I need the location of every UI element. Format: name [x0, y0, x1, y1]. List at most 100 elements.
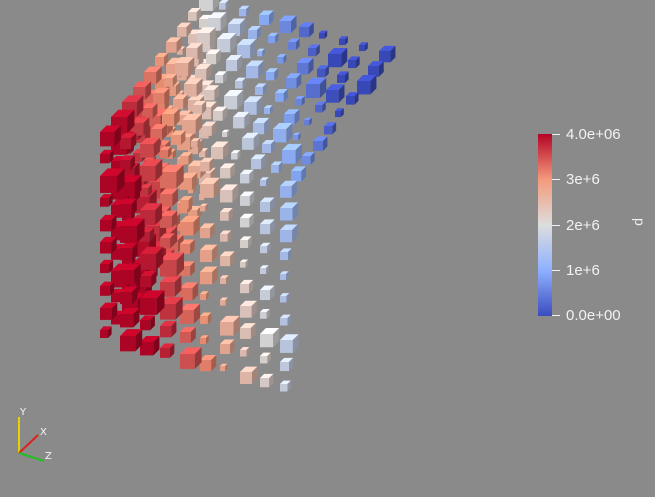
glyph-cube	[379, 45, 396, 63]
glyph-cube	[220, 184, 239, 203]
glyph-cube	[282, 143, 302, 164]
glyph-cube	[260, 308, 270, 319]
glyph-cube	[304, 117, 312, 126]
colorbar-tick-mark	[552, 270, 560, 271]
glyph-cube	[308, 44, 320, 57]
colorbar-tick-label: 0.0e+00	[566, 307, 621, 324]
glyph-cube	[280, 271, 289, 281]
glyph-cube	[240, 169, 254, 184]
glyph-cube	[262, 139, 276, 154]
glyph-cube	[248, 25, 262, 39]
axis-y-label: Y	[20, 407, 27, 418]
glyph-cube	[140, 137, 160, 158]
glyph-cube	[237, 39, 257, 59]
glyph-cube	[100, 214, 117, 232]
glyph-cube	[240, 236, 252, 249]
glyph-cube	[348, 56, 360, 69]
glyph-cube	[251, 154, 266, 170]
glyph-cube	[260, 177, 269, 187]
glyph-cube	[286, 73, 302, 89]
glyph-cube	[335, 108, 344, 118]
glyph-cube	[180, 239, 195, 255]
glyph-cube	[200, 291, 209, 301]
glyph-cube	[155, 52, 169, 67]
glyph-cube	[257, 48, 265, 57]
glyph-cube	[193, 100, 207, 115]
glyph-cube	[346, 92, 359, 105]
glyph-cube	[120, 155, 135, 171]
glyph-cube	[313, 136, 328, 151]
glyph-cube	[204, 85, 220, 101]
glyph-cube	[260, 352, 271, 364]
glyph-cube	[162, 108, 180, 127]
glyph-cube	[246, 60, 264, 79]
glyph-cube	[100, 125, 121, 147]
glyph-cube	[280, 202, 299, 221]
glyph-cube	[133, 81, 152, 100]
glyph-cube	[226, 54, 243, 72]
colorbar-tick-label: 2e+6	[566, 217, 600, 234]
glyph-cube	[120, 307, 140, 328]
glyph-cube	[259, 10, 274, 26]
glyph-cube	[140, 184, 152, 197]
glyph-cube	[100, 281, 115, 296]
glyph-cube	[195, 63, 212, 81]
glyph-cube	[302, 152, 315, 165]
glyph-cube	[255, 83, 267, 95]
colorbar-tick-label: 3e+6	[566, 171, 600, 188]
glyph-cube	[171, 130, 186, 145]
glyph-cube	[239, 5, 250, 17]
glyph-cube	[368, 61, 384, 77]
glyph-cube	[166, 37, 182, 53]
glyph-cube	[220, 230, 232, 242]
glyph-cube	[275, 89, 288, 102]
glyph-cube	[260, 285, 275, 301]
glyph-cube	[175, 57, 195, 77]
glyph-cube	[306, 77, 327, 98]
colorbar-tick-mark	[552, 315, 560, 316]
glyph-cube	[200, 244, 218, 263]
glyph-cube	[280, 314, 291, 326]
glyph-cube	[211, 141, 229, 160]
glyph-cube	[200, 312, 212, 324]
colorbar-tick-mark	[552, 179, 560, 180]
glyph-cube	[160, 296, 183, 320]
colorbar-tick-label: 1e+6	[566, 262, 600, 279]
glyph-cube	[235, 77, 246, 89]
glyph-cube	[277, 54, 287, 64]
glyph-cube	[215, 71, 227, 84]
glyph-cube	[182, 113, 202, 134]
glyph-cube	[220, 163, 236, 179]
orientation-axes: Y X Z	[10, 405, 60, 475]
glyph-cube	[142, 103, 158, 119]
colorbar-title: p	[632, 218, 648, 226]
glyph-cube	[240, 300, 257, 318]
glyph-cube	[140, 270, 157, 288]
glyph-cube	[200, 203, 208, 212]
glyph-cube	[180, 347, 202, 369]
axis-x-label: X	[40, 427, 47, 438]
glyph-cube	[220, 297, 229, 306]
glyph-cube	[197, 27, 216, 46]
glyph-cube	[206, 49, 221, 65]
glyph-cube	[200, 335, 209, 345]
glyph-cube	[184, 78, 203, 97]
glyph-cube	[260, 197, 275, 213]
glyph-cube	[173, 94, 188, 110]
glyph-cube	[220, 363, 228, 372]
glyph-cube	[240, 366, 258, 385]
glyph-cube	[268, 32, 279, 44]
glyph-cube	[100, 168, 125, 193]
glyph-cube	[120, 198, 137, 216]
glyph-cube	[120, 286, 138, 305]
glyph-cube	[213, 106, 228, 121]
glyph-cube	[337, 71, 349, 84]
glyph-cube	[244, 96, 263, 115]
glyph-cube	[180, 215, 200, 236]
glyph-cube	[357, 74, 377, 95]
glyph-cube	[266, 68, 279, 81]
glyph-cube	[160, 233, 175, 249]
glyph-cube	[260, 373, 274, 388]
glyph-cube	[200, 354, 217, 372]
